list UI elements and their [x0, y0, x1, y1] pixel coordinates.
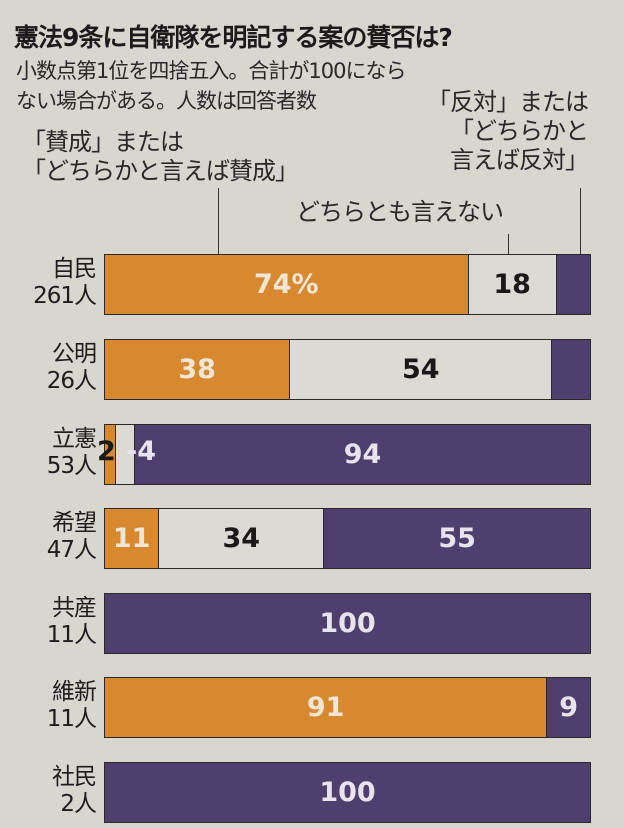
bar-segment-oppose: [551, 340, 590, 399]
segment-value: 91: [306, 692, 345, 723]
party-name: 社民: [52, 764, 97, 790]
legend-favor: 「賛成」または 「どちらかと言えば賛成」: [22, 128, 299, 186]
legend-oppose: 「反対」または 「どちらかと 言えば反対」: [408, 88, 589, 175]
respondent-count: 11人: [46, 706, 97, 732]
leader-line-neutral: [508, 234, 509, 254]
chart-note-line2: ない場合がある。人数は回答者数: [16, 89, 317, 113]
respondent-count: 2人: [60, 791, 97, 817]
legend-neutral: どちらとも言えない: [296, 198, 504, 226]
bar-segment-favor: 11: [105, 509, 159, 568]
stacked-bar: 100: [104, 762, 591, 823]
party-name: 共産: [52, 595, 97, 621]
legend-oppose-line3: 言えば反対」: [450, 146, 589, 174]
party-name: 希望: [52, 510, 97, 536]
party-name: 維新: [52, 679, 97, 705]
favor-value-outside: 2: [97, 436, 116, 467]
leader-line-favor: [218, 188, 219, 254]
leader-line-oppose: [580, 188, 581, 254]
bar-segment-favor: 91: [105, 678, 547, 737]
row-label: 維新 11人: [12, 679, 97, 733]
segment-value: 54: [401, 354, 440, 385]
bar-segment-neutral: 18: [467, 255, 556, 314]
bar-segment-favor: 38: [105, 340, 290, 399]
segment-value: 94: [343, 439, 382, 470]
segment-value: 55: [438, 523, 476, 554]
stacked-bar: 94: [104, 424, 591, 485]
segment-value: 38: [178, 354, 216, 385]
bar-segment-oppose: 100: [105, 763, 590, 822]
respondent-count: 26人: [46, 368, 97, 394]
chart-title: 憲法9条に自衛隊を明記する案の賛否は?: [14, 23, 453, 52]
party-name: 自民: [52, 256, 97, 282]
segment-value: 11: [112, 523, 151, 554]
segment-value: 100: [319, 608, 376, 639]
bar-segment-oppose: 94: [134, 425, 590, 484]
row-label: 社民 2人: [12, 764, 97, 818]
stacked-bar: 91 9: [104, 677, 591, 738]
segment-value: 100: [319, 777, 376, 808]
stacked-bar: 38 54: [104, 339, 591, 400]
segment-value: 9: [559, 692, 579, 723]
segment-value: 34: [222, 523, 261, 554]
bar-segment-neutral: 34: [158, 509, 324, 568]
row-label: 自民 261人: [12, 256, 97, 310]
legend-oppose-line1: 「反対」または: [427, 88, 589, 116]
respondent-count: 47人: [46, 537, 97, 563]
bar-segment-neutral: 54: [289, 340, 552, 399]
bar-segment-favor: 74%: [105, 255, 468, 314]
bar-segment-favor: [105, 425, 115, 484]
stacked-bar: 100: [104, 593, 591, 654]
party-name: 立憲: [52, 426, 97, 452]
chart-note-line1: 小数点第1位を四捨五入。合計が100になら: [16, 59, 406, 83]
respondent-count: 261人: [33, 283, 97, 309]
bar-segment-oppose: 55: [323, 509, 590, 568]
neutral-value-outside: ‐4: [126, 436, 156, 467]
legend-favor-line2: 「どちらかと言えば賛成」: [22, 157, 299, 185]
legend-oppose-line2: 「どちらかと: [450, 117, 589, 145]
respondent-count: 11人: [46, 622, 97, 648]
stacked-bar: 74% 18: [104, 254, 591, 315]
segment-value: 18: [493, 269, 531, 300]
row-label: 公明 26人: [12, 341, 97, 395]
legend-favor-line1: 「賛成」または: [22, 128, 184, 156]
row-label: 立憲 53人: [12, 426, 97, 480]
party-name: 公明: [52, 341, 97, 367]
bar-segment-neutral: [114, 425, 135, 484]
row-label: 希望 47人: [12, 510, 97, 564]
respondent-count: 53人: [46, 453, 97, 479]
stacked-bar: 11 34 55: [104, 508, 591, 569]
row-label: 共産 11人: [12, 595, 97, 649]
bar-segment-oppose: 9: [546, 678, 590, 737]
segment-value: 74%: [253, 269, 319, 300]
bar-segment-oppose: 100: [105, 594, 590, 653]
bar-segment-oppose: [555, 255, 590, 314]
